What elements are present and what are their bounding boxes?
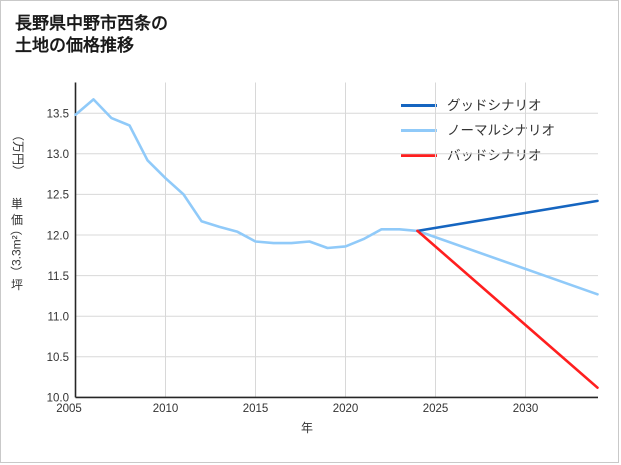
svg-text:10.5: 10.5 — [47, 352, 69, 364]
svg-text:2020: 2020 — [333, 403, 359, 415]
svg-text:2025: 2025 — [423, 403, 449, 415]
svg-text:11.5: 11.5 — [47, 271, 69, 283]
svg-text:2010: 2010 — [153, 403, 179, 415]
svg-text:12.5: 12.5 — [47, 190, 69, 202]
svg-text:12.0: 12.0 — [47, 230, 69, 242]
svg-text:2005: 2005 — [56, 403, 82, 415]
svg-text:11.0: 11.0 — [47, 312, 69, 324]
svg-text:2030: 2030 — [513, 403, 539, 415]
svg-text:2015: 2015 — [243, 403, 269, 415]
svg-text:13.5: 13.5 — [47, 109, 69, 121]
svg-text:13.0: 13.0 — [47, 149, 69, 161]
